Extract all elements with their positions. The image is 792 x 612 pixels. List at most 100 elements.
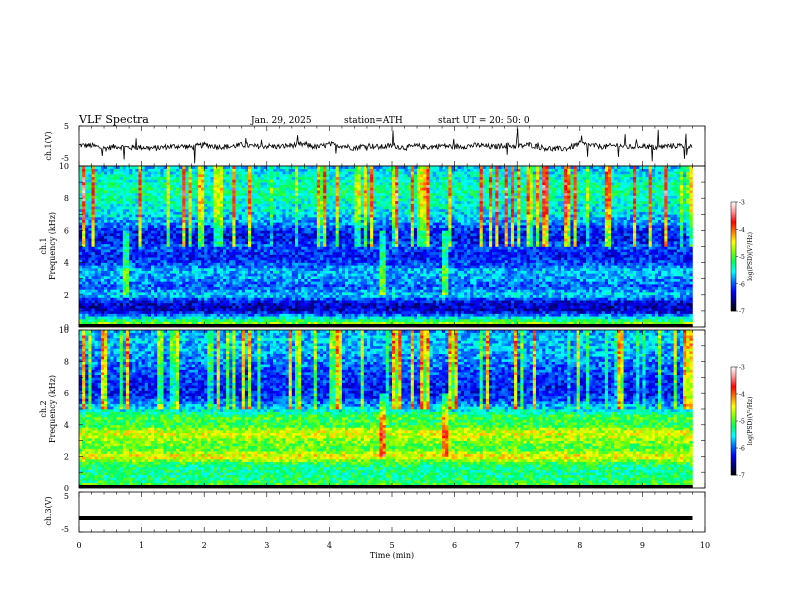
spectrogram-cell [229, 305, 233, 309]
spectrogram-cell [320, 286, 324, 290]
spectrogram-cell [257, 243, 261, 247]
spectrogram-cell [188, 302, 192, 306]
spectrogram-cell [104, 208, 108, 212]
spectrogram-cell [276, 230, 280, 234]
spectrogram-cell [88, 294, 92, 298]
spectrogram-cell [235, 241, 239, 245]
spectrogram-cell [207, 192, 211, 196]
spectrogram-cell [288, 286, 293, 290]
spectrogram-cell [122, 230, 127, 234]
spectrogram-cell [141, 305, 146, 309]
spectrogram-cell [194, 289, 199, 293]
spectrogram-cell [248, 187, 252, 191]
spectrogram-cell [304, 174, 308, 178]
spectrogram-cell [276, 254, 280, 258]
spectrogram-cell [135, 243, 139, 247]
spectrogram-cell [185, 190, 189, 194]
spectrogram-cell [141, 200, 146, 204]
spectrogram-cell [241, 281, 246, 285]
spectrogram-cell [144, 195, 149, 199]
spectrogram-cell [82, 316, 86, 320]
spectrogram-cell [172, 308, 177, 312]
spectrogram-cell [201, 273, 205, 277]
spectrogram-cell [288, 211, 293, 215]
spectrogram-cell [266, 171, 271, 175]
spectrogram-cell [329, 305, 333, 309]
spectrogram-cell [135, 203, 139, 207]
spectrogram-cell [119, 176, 124, 180]
spectrogram-cell [298, 206, 302, 210]
spectrogram-cell [279, 198, 283, 202]
spectrogram-cell [294, 254, 299, 258]
spectrogram-cell [254, 238, 258, 242]
spectrogram-cell [160, 318, 164, 322]
spectrogram-cell [313, 195, 318, 199]
spectrogram-cell [163, 187, 167, 191]
spectrogram-cell [229, 192, 233, 196]
spectrogram-cell [332, 318, 336, 322]
spectrogram-cell [207, 235, 211, 239]
spectrogram-cell [138, 281, 142, 285]
spectrogram-cell [304, 203, 308, 207]
spectrogram-cell [88, 251, 92, 255]
spectrogram-cell [194, 235, 199, 239]
spectrogram-cell [273, 198, 277, 202]
spectrogram-cell [316, 305, 321, 309]
spectrogram-cell [288, 195, 293, 199]
spectrogram-cell [85, 243, 89, 247]
spectrogram-cell [273, 321, 277, 325]
spectrogram-cell [179, 302, 183, 306]
spectrogram-cell [260, 286, 264, 290]
spectrogram-cell [329, 203, 333, 207]
spectrogram-cell [197, 286, 202, 290]
spectrogram-cell [257, 262, 261, 266]
spectrogram-cell [85, 292, 89, 296]
spectrogram-cell [107, 313, 111, 317]
spectrogram-cell [241, 214, 246, 218]
spectrogram-cell [273, 174, 277, 178]
spectrogram-cell [326, 300, 330, 304]
spectrogram-cell [182, 259, 186, 263]
spectrogram-cell [172, 318, 177, 322]
spectrogram-cell [160, 166, 164, 169]
spectrogram-cell [276, 294, 280, 298]
spectrogram-cell [132, 243, 136, 247]
spectrogram-cell [163, 227, 167, 231]
spectrogram-cell [129, 190, 133, 194]
spectrogram-cell [235, 214, 239, 218]
spectrogram-cell [232, 305, 236, 309]
spectrogram-cell [244, 254, 249, 258]
spectrogram-cell [82, 203, 86, 207]
spectrogram-cell [191, 182, 196, 186]
spectrogram-cell [257, 259, 261, 263]
spectrogram-cell [172, 267, 177, 271]
spectrogram-cell [104, 166, 108, 169]
spectrogram-cell [204, 179, 208, 183]
spectrogram-cell [197, 281, 202, 285]
spectrogram-cell [119, 192, 124, 196]
spectrogram-cell [266, 286, 271, 290]
spectrogram-cell [100, 200, 105, 204]
spectrogram-cell [163, 321, 167, 325]
spectrogram-cell [320, 249, 324, 253]
spectrogram-cell [229, 246, 233, 250]
spectrogram-cell [235, 302, 239, 306]
spectrogram-cell [216, 270, 221, 274]
spectrogram-cell [332, 281, 336, 285]
spectrogram-cell [172, 216, 177, 220]
spectrogram-cell [82, 305, 86, 309]
spectrogram-cell [125, 265, 130, 269]
spectrogram-cell [150, 273, 155, 277]
spectrogram-cell [232, 265, 236, 269]
spectrogram-cell [226, 249, 230, 253]
spectrogram-cell [316, 316, 321, 320]
spectrogram-cell [135, 222, 139, 226]
spectrogram-cell [316, 195, 321, 199]
spectrogram-cell [185, 238, 189, 242]
spectrogram-cell [291, 297, 296, 301]
spectrogram-cell [82, 321, 86, 325]
spectrogram-cell [166, 316, 171, 320]
spectrogram-cell [110, 208, 114, 212]
spectrogram-cell [251, 238, 255, 242]
spectrogram-cell [213, 235, 218, 239]
